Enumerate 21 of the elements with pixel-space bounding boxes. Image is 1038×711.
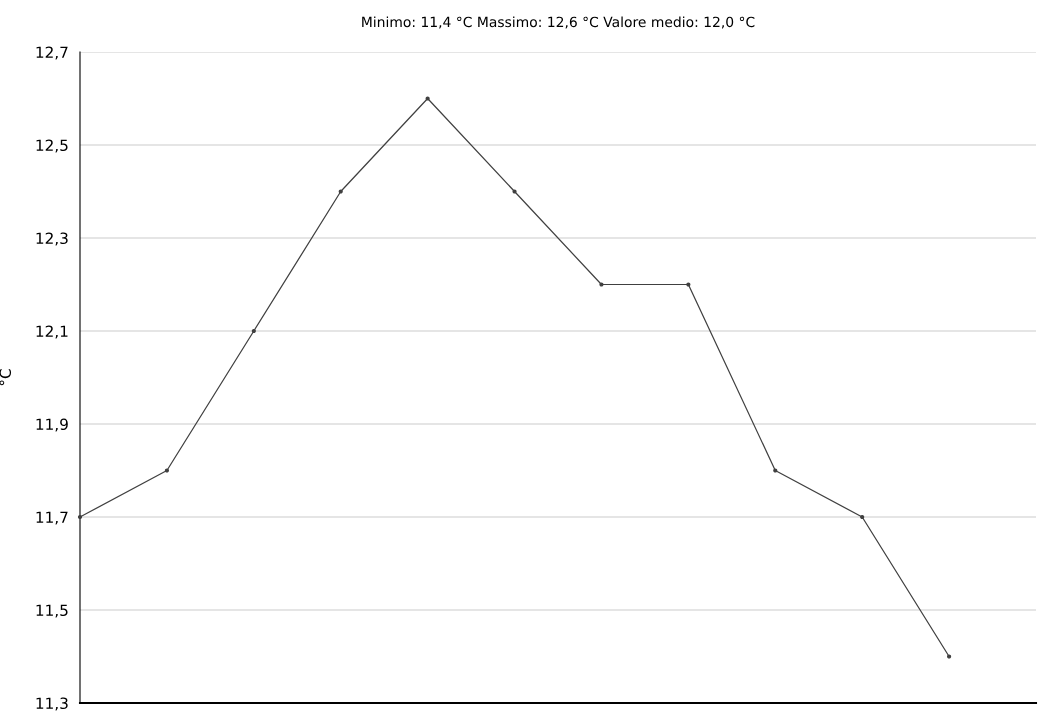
y-tick-label: 11,9 (36, 418, 68, 432)
point (686, 282, 691, 287)
chart-title: Minimo: 11,4 °C Massimo: 12,6 °C Valore medio: 12,0 °C (362, 16, 755, 29)
y-tick-label: 12,5 (36, 139, 68, 153)
point (773, 468, 778, 473)
y-tick-label: 11,7 (36, 511, 68, 525)
point (338, 189, 343, 194)
y-tick-label: 11,5 (36, 604, 68, 618)
point (77, 514, 83, 520)
y-tick-label: 12,3 (36, 232, 68, 246)
point (860, 514, 865, 520)
point (251, 328, 256, 334)
point (425, 96, 430, 101)
point (599, 282, 604, 287)
point (947, 654, 952, 659)
y-tick-label: 12,1 (36, 325, 68, 339)
y-axis-title: °C (0, 369, 12, 386)
point (164, 468, 169, 473)
y-tick-label: 11,3 (36, 697, 68, 711)
point (512, 189, 517, 194)
y-tick-label: 12,7 (36, 46, 68, 60)
